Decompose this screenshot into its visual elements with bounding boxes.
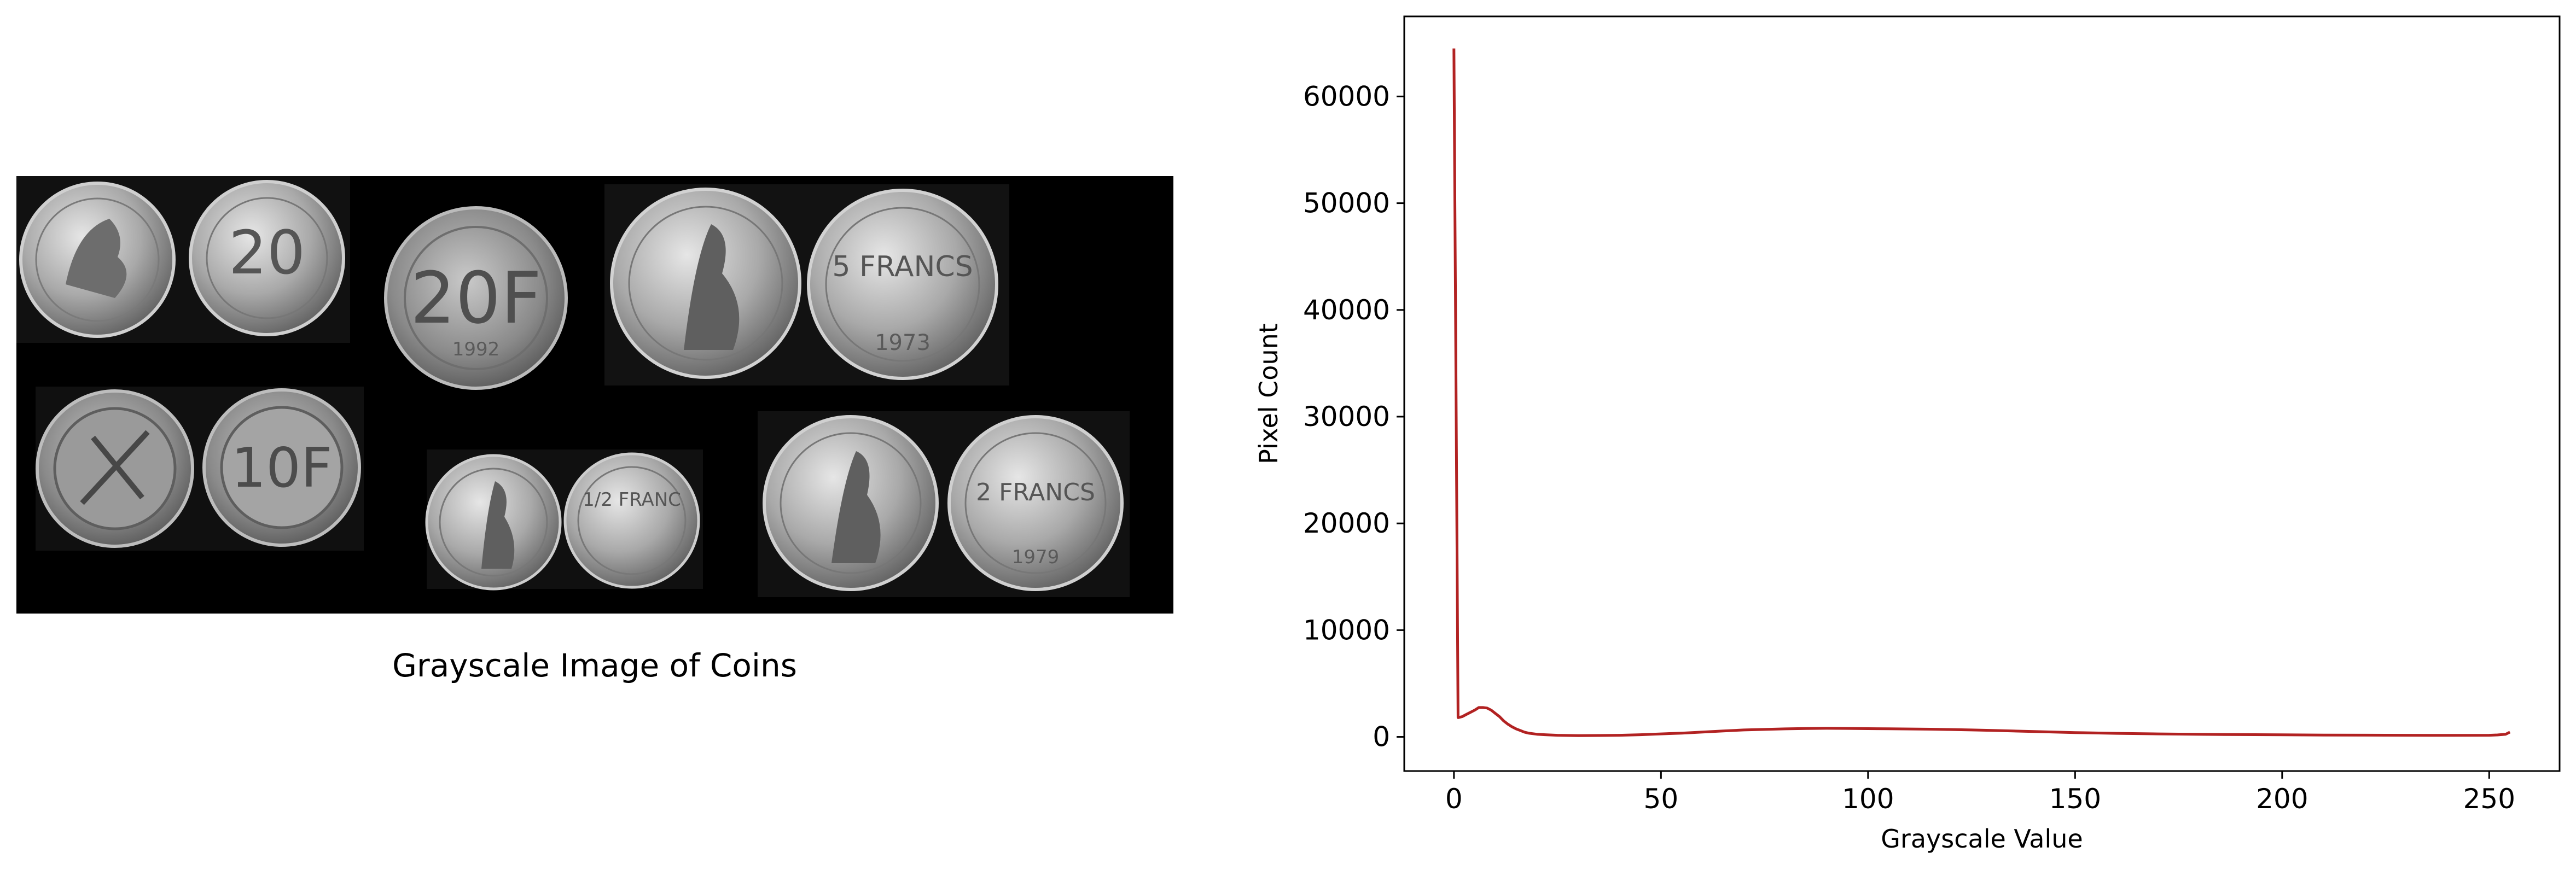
y-axis-ticks: 0 10000 20000 30000 40000 50000 60000 [1303, 80, 1404, 753]
coin [384, 206, 568, 390]
coin-text: 1992 [452, 338, 500, 360]
image-caption: Grayscale Image of Coins [392, 647, 797, 684]
y-tick-label: 10000 [1303, 614, 1390, 646]
coin [189, 180, 345, 336]
y-tick-label: 30000 [1303, 401, 1390, 433]
coin [807, 189, 998, 380]
coin-text: 20F [410, 256, 542, 340]
coin-rim [206, 197, 328, 319]
coin-rim [577, 466, 687, 575]
y-tick-label: 60000 [1303, 80, 1390, 112]
coin-rim [404, 226, 548, 370]
coin-text: 20 [229, 218, 305, 288]
x-tick-label: 100 [1842, 783, 1894, 815]
coin-sower [481, 481, 515, 569]
coin-sower [684, 224, 740, 350]
y-tick-label: 20000 [1303, 507, 1390, 539]
coin-text: 1/2 FRANC [583, 489, 681, 511]
x-tick-label: 50 [1644, 783, 1679, 815]
coin-text: 10F [231, 436, 333, 500]
coin [563, 452, 700, 589]
x-tick-label: 200 [2256, 783, 2308, 815]
coin-rim [439, 468, 548, 577]
x-tick-label: 0 [1445, 783, 1463, 815]
histogram-line [1452, 48, 2511, 737]
y-axis-label: Pixel Count [1254, 323, 1283, 464]
coin-text: 1973 [875, 330, 931, 355]
coin-center [220, 406, 344, 529]
x-axis-label: Grayscale Value [1881, 824, 2083, 854]
coin [947, 415, 1124, 591]
coin-rim [35, 197, 160, 322]
coin-rim [780, 432, 922, 574]
coin-image: 20 20F 1992 5 FRANCS 1973 10F 1/2 FRANC … [16, 176, 1173, 614]
coin-text: 2 FRANCS [976, 478, 1095, 506]
y-tick-label: 40000 [1303, 294, 1390, 326]
coin-text: 1979 [1012, 546, 1060, 568]
coin-text: 5 FRANCS [832, 250, 973, 283]
x-axis-ticks: 0 50 100 150 200 250 [1445, 771, 2515, 815]
coin-rim [628, 206, 783, 361]
x-tick-label: 150 [2049, 783, 2101, 815]
coin-rim [825, 207, 980, 362]
plot-frame [1403, 15, 2561, 772]
x-tick-label: 250 [2463, 783, 2515, 815]
y-tick-label: 50000 [1303, 188, 1390, 219]
histogram-chart: 0 50 100 150 200 250 0 10000 20000 30000 40000 500… [1254, 15, 2561, 854]
coin-mark [80, 430, 150, 505]
coin-effigy [66, 219, 127, 298]
y-tick-label: 0 [1373, 721, 1390, 753]
coin-sower [831, 451, 881, 563]
coin-rim [964, 432, 1107, 574]
